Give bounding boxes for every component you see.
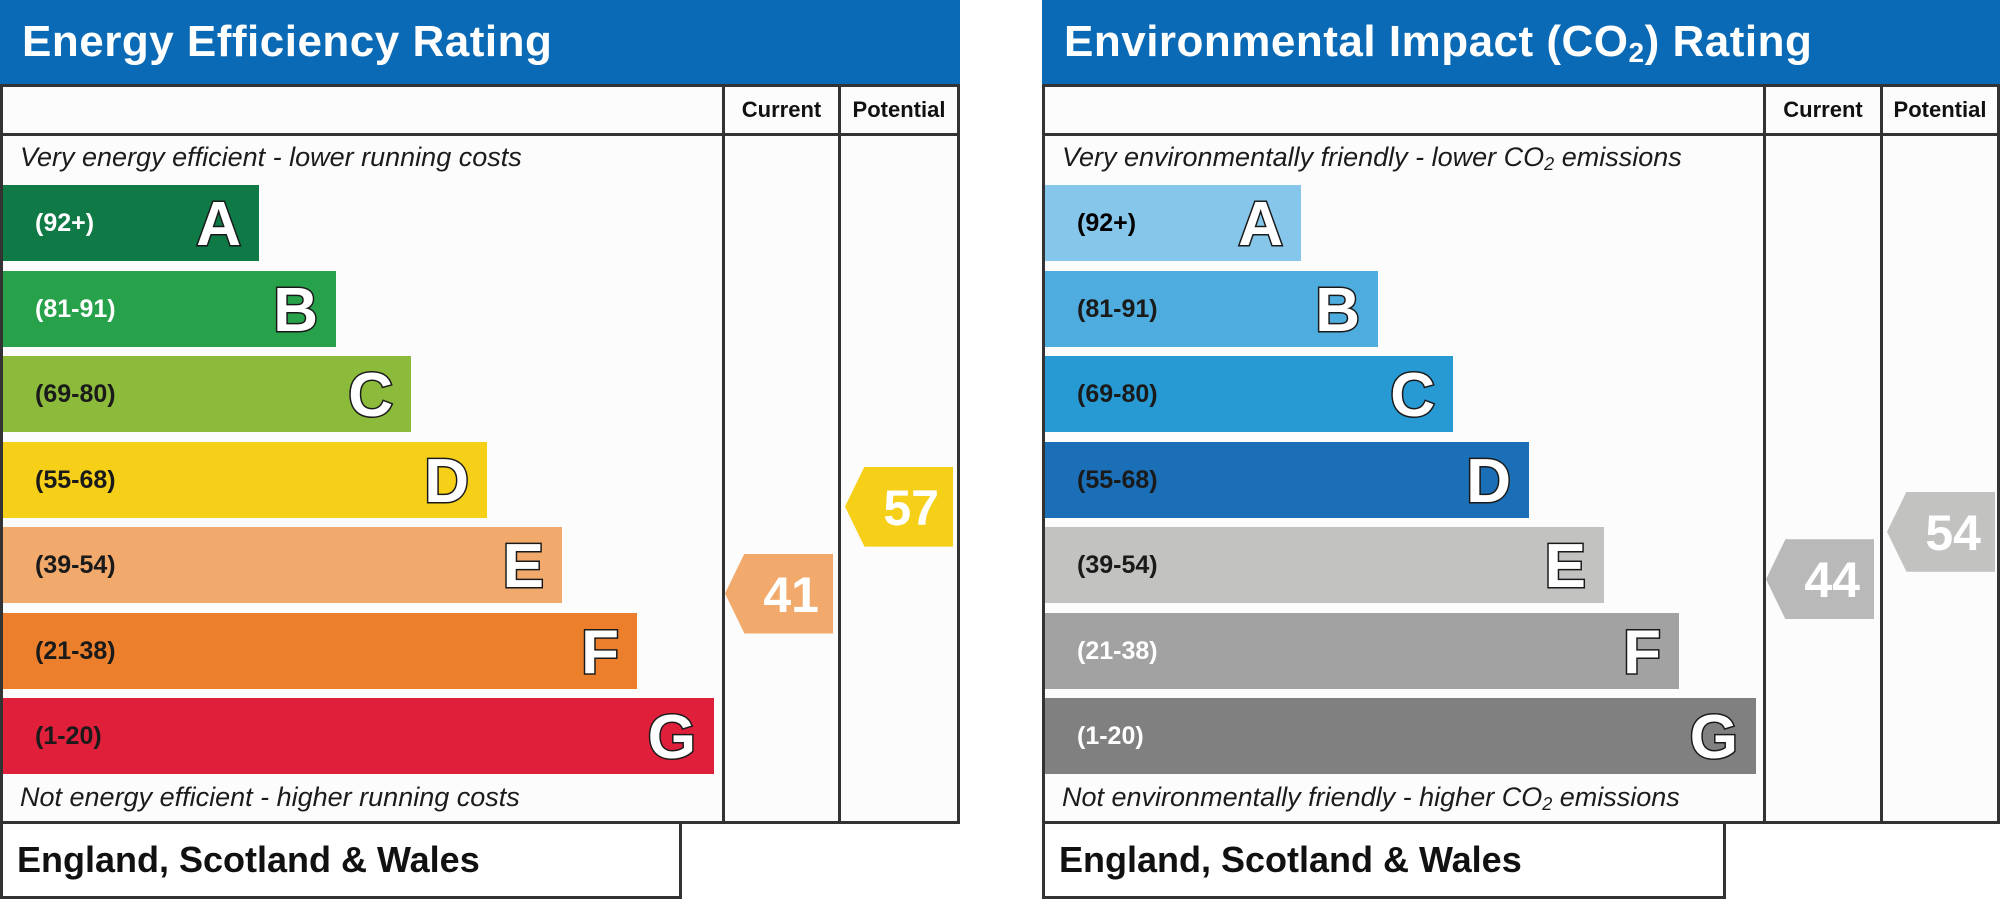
caption-subscript: 2 (1544, 154, 1555, 174)
band-range-label: (21-38) (1077, 636, 1158, 665)
column-divider (1880, 84, 1883, 824)
caption-text: Not environmentally friendly - higher CO (1062, 782, 1543, 812)
top-caption: Very environmentally friendly - lower CO… (1062, 142, 1682, 175)
band-range-label: (39-54) (35, 551, 116, 579)
band-letter: E (501, 531, 545, 603)
energy-efficiency-panel: Energy Efficiency Rating Current Potenti… (0, 0, 960, 899)
band-letter: A (195, 189, 243, 261)
band-letter: G (646, 702, 697, 774)
band-letter: G (1688, 702, 1739, 774)
column-divider (722, 84, 725, 824)
caption-text: Very environmentally friendly - lower CO (1062, 142, 1545, 172)
rating-band-b: (81-91) B (3, 270, 336, 347)
band-letter: B (272, 274, 320, 346)
potential-column-header: Potential (1893, 97, 1987, 122)
top-caption: Very energy efficient - lower running co… (20, 142, 522, 172)
rating-band-f: (21-38) F (3, 612, 637, 689)
caption-text-end: emissions (1554, 142, 1682, 172)
header-divider (1042, 133, 2000, 136)
band-range-label: (81-91) (35, 294, 116, 323)
band-range-label: (1-20) (35, 722, 102, 750)
rating-band-f: (21-38) F (1045, 612, 1679, 689)
band-letter: D (1465, 445, 1513, 517)
bottom-caption: Not environmentally friendly - higher CO… (1062, 782, 1680, 815)
rating-band-b: (81-91) B (1045, 270, 1378, 347)
band-range-label: (55-68) (1077, 465, 1158, 494)
band-letter: D (423, 445, 471, 517)
band-range-label: (69-80) (1077, 380, 1158, 408)
band-range-label: (92+) (35, 209, 95, 237)
rating-band-d: (55-68) D (1045, 441, 1529, 518)
rating-band-c: (69-80) C (1045, 356, 1453, 432)
energy-efficiency-title: Energy Efficiency Rating (0, 0, 960, 84)
rating-band-a: (92+) A (3, 185, 259, 261)
rating-band-c: (69-80) C (3, 356, 411, 432)
region-footer: England, Scotland & Wales (0, 824, 682, 899)
band-range-label: (81-91) (1077, 294, 1158, 323)
potential-rating-arrow: 54 (1887, 491, 1995, 572)
band-range-label: (69-80) (35, 380, 116, 408)
rating-band-g: (1-20) G (1045, 698, 1756, 774)
potential-rating-arrow: 57 (845, 466, 953, 547)
band-letter: A (1237, 189, 1285, 261)
potential-rating-value: 54 (1925, 504, 1981, 561)
current-rating-value: 44 (1804, 552, 1860, 609)
band-range-label: (39-54) (1077, 551, 1158, 579)
current-rating-arrow: 44 (1766, 539, 1874, 620)
rating-band-d: (55-68) D (3, 441, 487, 518)
rating-band-g: (1-20) G (3, 698, 714, 774)
potential-column-header: Potential (852, 97, 946, 122)
rating-band-e: (39-54) E (3, 527, 562, 603)
title-subscript: 2 (1628, 37, 1645, 68)
environmental-impact-panel: Environmental Impact (CO2) Rating Curren… (1042, 0, 2000, 899)
band-letter: E (1543, 531, 1587, 603)
band-letter: C (347, 360, 395, 432)
environmental-impact-title: Environmental Impact (CO2) Rating (1042, 0, 2000, 84)
header-divider (0, 133, 960, 136)
region-footer: England, Scotland & Wales (1042, 824, 1726, 899)
title-text: Environmental Impact (CO (1064, 17, 1629, 66)
band-letter: C (1389, 360, 1437, 432)
band-range-label: (92+) (1077, 209, 1137, 237)
rating-band-e: (39-54) E (1045, 527, 1604, 603)
current-column-header: Current (1783, 97, 1863, 122)
band-range-label: (1-20) (1077, 722, 1144, 750)
band-letter: B (1314, 274, 1362, 346)
current-column-header: Current (741, 97, 822, 122)
band-range-label: (55-68) (35, 465, 116, 494)
bottom-caption: Not energy efficient - higher running co… (20, 782, 520, 812)
rating-band-a: (92+) A (1045, 185, 1301, 261)
band-letter: F (580, 616, 621, 688)
column-divider (838, 84, 841, 824)
caption-text-end: emissions (1552, 782, 1680, 812)
current-rating-value: 41 (763, 566, 819, 623)
current-rating-arrow: 41 (725, 553, 833, 634)
potential-rating-value: 57 (883, 479, 939, 536)
band-range-label: (21-38) (35, 636, 116, 665)
title-text-end: ) Rating (1644, 17, 1813, 66)
band-letter: F (1622, 616, 1663, 688)
caption-subscript: 2 (1542, 794, 1553, 814)
column-divider (1763, 84, 1766, 824)
